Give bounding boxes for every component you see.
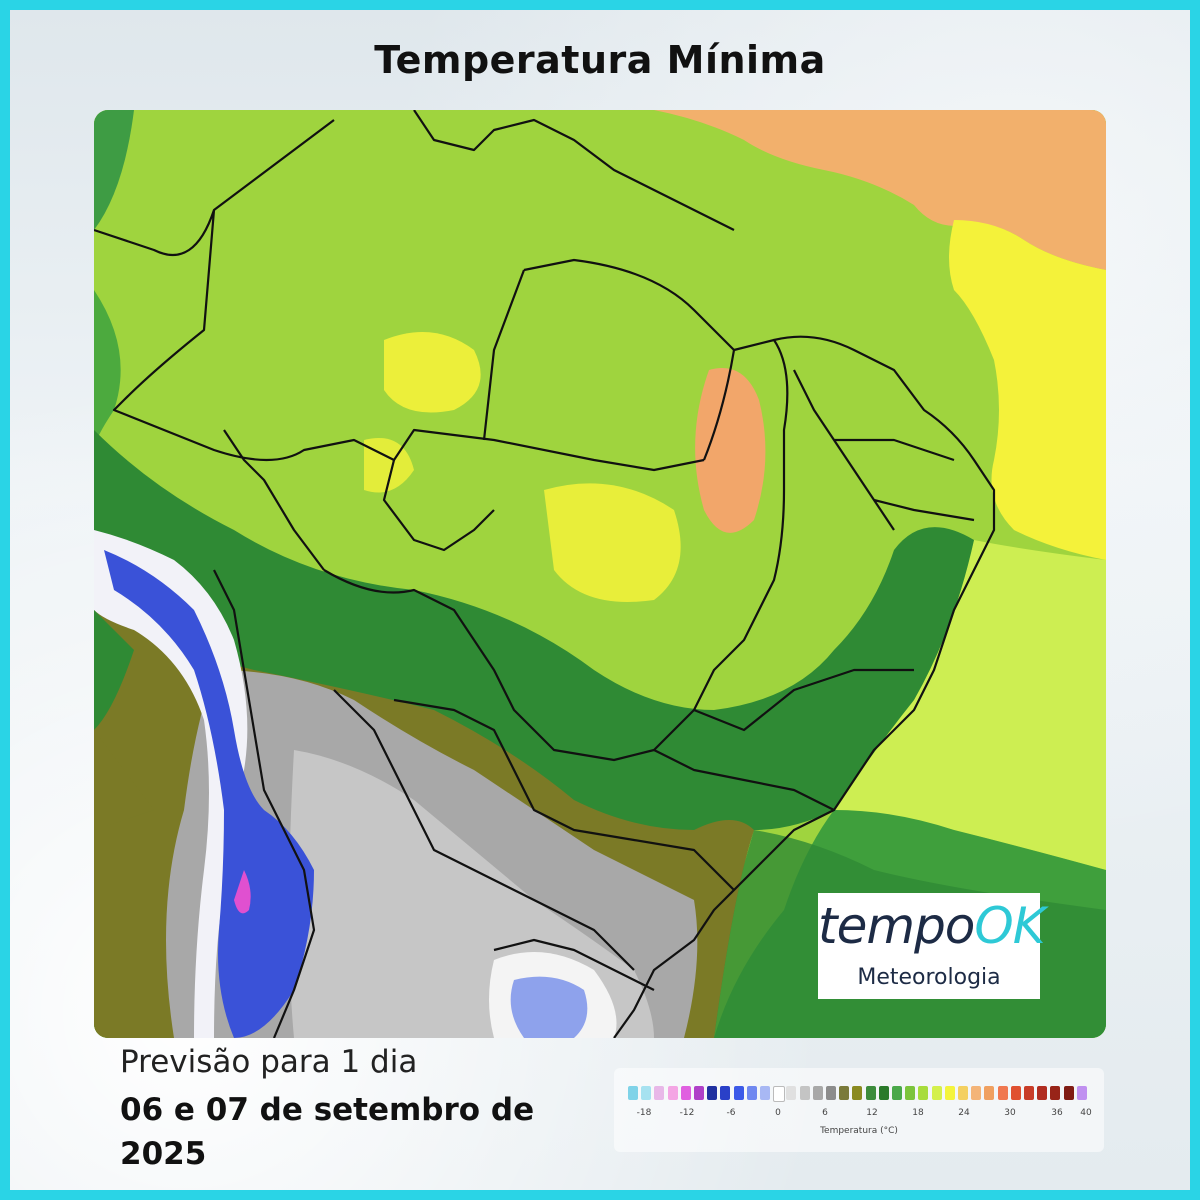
legend-swatch bbox=[680, 1086, 691, 1100]
legend-swatch bbox=[984, 1086, 995, 1100]
logo-subtitle: Meteorologia bbox=[857, 965, 1001, 990]
forecast-label: Previsão para 1 dia bbox=[120, 1044, 418, 1080]
legend-swatch bbox=[1076, 1086, 1087, 1100]
forecast-date: 06 e 07 de setembro de 2025 bbox=[120, 1092, 535, 1172]
legend-swatch bbox=[799, 1086, 810, 1100]
legend-swatch bbox=[878, 1086, 889, 1100]
legend-swatch bbox=[654, 1086, 665, 1100]
legend-swatch bbox=[826, 1086, 836, 1100]
legend-swatch bbox=[628, 1086, 638, 1100]
legend-swatch bbox=[918, 1086, 929, 1100]
logo-wordmark: tempoOK bbox=[818, 897, 1046, 955]
legend-tick-label: 30 bbox=[1004, 1108, 1016, 1118]
legend-swatch bbox=[1024, 1086, 1034, 1100]
legend-swatch bbox=[1063, 1086, 1074, 1100]
legend-tick-label: 36 bbox=[1051, 1108, 1063, 1118]
legend-swatch bbox=[892, 1086, 902, 1100]
legend-swatch bbox=[773, 1086, 786, 1102]
legend-tick-label: -6 bbox=[726, 1108, 736, 1118]
legend-tick-label: 6 bbox=[822, 1108, 828, 1118]
legend-tick-label: -18 bbox=[636, 1108, 652, 1118]
legend-swatch bbox=[733, 1086, 744, 1100]
legend-swatch bbox=[707, 1086, 718, 1100]
legend-tick-label: 40 bbox=[1080, 1108, 1092, 1118]
legend-swatch bbox=[944, 1086, 955, 1100]
legend-swatch bbox=[641, 1086, 652, 1100]
legend-swatch bbox=[1010, 1086, 1021, 1100]
legend-tick-label: 24 bbox=[958, 1108, 970, 1118]
legend-swatch bbox=[667, 1086, 678, 1100]
logo-brand-main: tempo bbox=[818, 897, 975, 955]
legend-tick-label: 18 bbox=[912, 1108, 924, 1118]
legend-tick-label: 0 bbox=[775, 1108, 781, 1118]
legend-swatch bbox=[865, 1086, 876, 1100]
legend-swatch bbox=[1050, 1086, 1061, 1100]
legend-swatch bbox=[720, 1086, 731, 1100]
legend-tick-label: -12 bbox=[679, 1108, 695, 1118]
page-title: Temperatura Mínima bbox=[374, 38, 826, 82]
legend-swatch bbox=[971, 1086, 982, 1100]
legend-swatch bbox=[839, 1086, 850, 1100]
legend-swatch bbox=[746, 1086, 757, 1100]
legend-swatch bbox=[694, 1086, 704, 1100]
legend-swatch bbox=[958, 1086, 968, 1100]
legend-swatch bbox=[1037, 1086, 1048, 1100]
legend-swatch bbox=[852, 1086, 863, 1100]
legend-swatch bbox=[905, 1086, 916, 1100]
logo-brand-accent: OK bbox=[974, 897, 1045, 955]
legend-swatch bbox=[997, 1086, 1008, 1100]
brand-logo: tempoOK Meteorologia bbox=[818, 893, 1046, 999]
legend-swatch bbox=[812, 1086, 823, 1100]
temperature-legend: -18 -12 -6 0 6 12 18 24 30 36 40 Temperatura (°C) bbox=[614, 1068, 1104, 1152]
legend-swatch bbox=[760, 1086, 770, 1100]
legend-swatch bbox=[786, 1086, 797, 1100]
legend-tick-label: 12 bbox=[866, 1108, 878, 1118]
legend-swatch bbox=[931, 1086, 942, 1100]
legend-title: Temperatura (°C) bbox=[820, 1126, 898, 1136]
